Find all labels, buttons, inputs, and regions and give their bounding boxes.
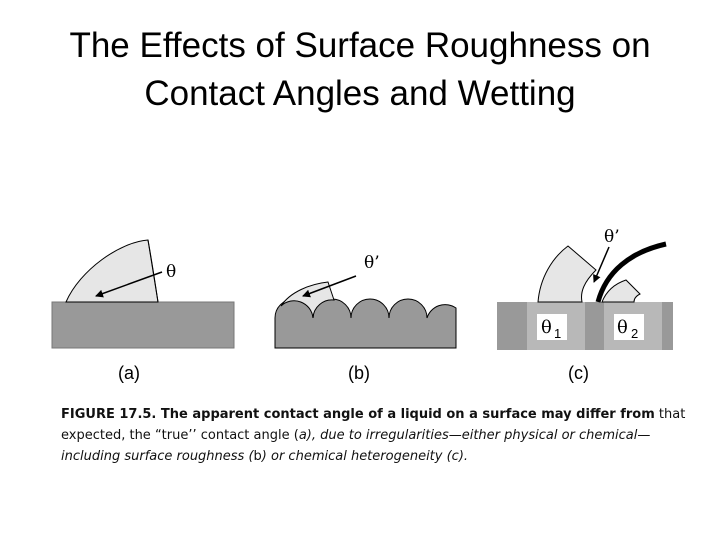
panel-a-droplet <box>65 239 159 303</box>
theta-2-subscript: 2 <box>631 326 638 341</box>
theta-2-symbol: θ <box>617 317 628 338</box>
panel-c-apparent-surface <box>595 241 667 303</box>
figure-caption: FIGURE 17.5. The apparent contact angle … <box>61 404 701 467</box>
panel-c-droplet-2 <box>601 279 641 303</box>
panel-a-label: (a) <box>118 363 140 383</box>
caption-plain-1: that expected, the “true’’ contact angle… <box>61 407 686 443</box>
panel-c: θ’ θ 1 θ 2 (c) <box>497 227 673 383</box>
caption-bold: FIGURE 17.5. The apparent contact angle … <box>61 407 655 422</box>
panel-b-angle-label: θ’ <box>364 253 380 273</box>
title-line-2: Contact Angles and Wetting <box>144 74 576 113</box>
caption-italic-1: a), due to irregularities—either physica… <box>61 428 651 464</box>
panel-a-droplet-edge <box>147 239 159 303</box>
theta-1-symbol: θ <box>541 317 552 338</box>
panel-b-label: (b) <box>348 363 370 383</box>
panel-a-arrow <box>95 271 163 298</box>
panel-c-arrow <box>593 246 610 283</box>
panel-c-theta-2-label: θ 2 <box>614 314 644 341</box>
contact-angle-figure: θ (a) θ’ (b) θ’ θ 1 θ 2 (c) <box>51 227 673 383</box>
panel-c-droplet-1 <box>537 245 597 303</box>
panel-c-label: (c) <box>568 363 589 383</box>
panel-a: θ (a) <box>51 239 235 383</box>
theta-1-subscript: 1 <box>554 326 561 341</box>
panel-b-arrow <box>302 275 357 298</box>
panel-c-theta-1-label: θ 1 <box>537 314 567 341</box>
caption-italic-2: ) or chemical heterogeneity (c). <box>261 449 469 464</box>
panel-c-angle-label: θ’ <box>604 227 620 247</box>
slide-title: The Effects of Surface Roughness on Cont… <box>0 22 720 118</box>
title-line-1: The Effects of Surface Roughness on <box>69 26 651 65</box>
panel-a-substrate <box>51 301 235 349</box>
caption-plain-2: b <box>253 449 262 464</box>
panel-a-angle-label: θ <box>166 262 176 282</box>
panel-b-rough-substrate <box>274 298 457 349</box>
panel-b: θ’ (b) <box>274 253 457 383</box>
panel-b-droplet <box>280 281 335 319</box>
